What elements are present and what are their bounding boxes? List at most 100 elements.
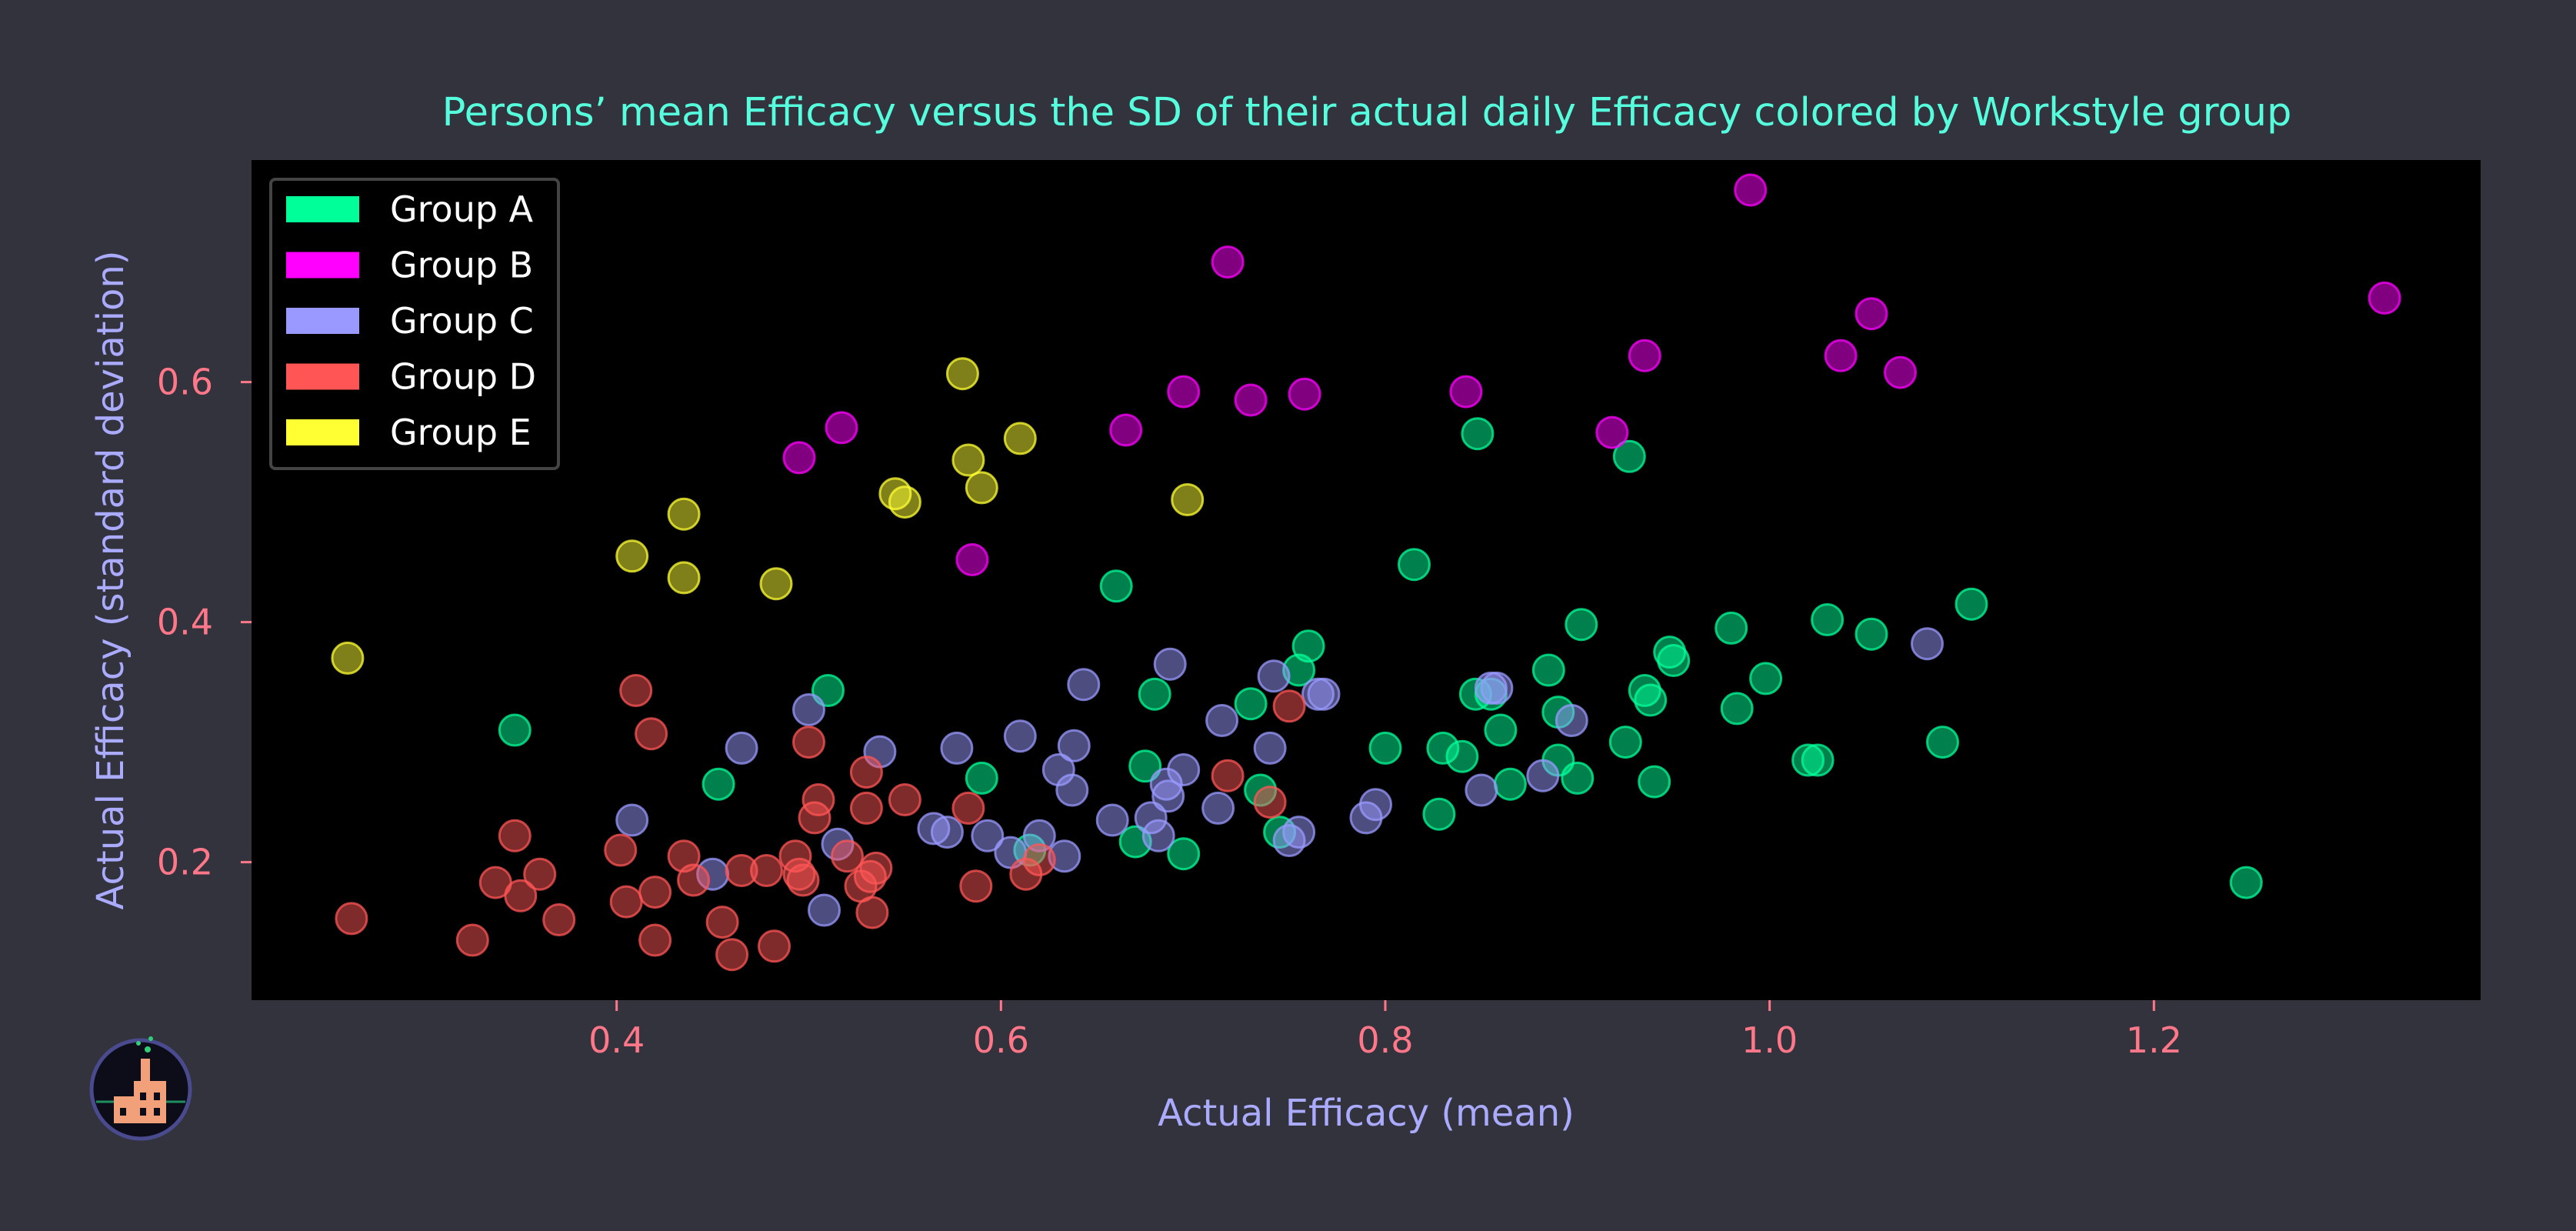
point-group-c-18 <box>1067 668 1101 702</box>
point-group-c-21 <box>1141 819 1175 852</box>
legend-label-group-d: Group D <box>390 356 536 398</box>
point-group-a-28 <box>1561 761 1595 795</box>
point-group-e-11 <box>1171 483 1205 516</box>
point-group-a-31 <box>1612 439 1646 473</box>
point-group-b-4 <box>1167 375 1201 409</box>
point-group-d-8 <box>609 885 643 919</box>
point-group-a-10 <box>1234 687 1268 721</box>
point-group-c-24 <box>1153 647 1187 681</box>
point-group-c-12 <box>1003 719 1037 753</box>
point-group-a-16 <box>1398 548 1431 582</box>
point-group-d-3 <box>498 819 532 852</box>
x-tick-label: 1.2 <box>2126 1019 2182 1061</box>
point-group-a-15 <box>1368 731 1402 765</box>
point-group-a-36 <box>1657 644 1691 677</box>
factory-logo <box>89 1036 192 1141</box>
point-group-a-39 <box>1749 662 1783 696</box>
point-group-a-9 <box>1167 837 1201 871</box>
point-group-c-28 <box>1253 731 1287 765</box>
point-group-a-24 <box>1493 767 1527 801</box>
point-group-d-35 <box>959 869 993 903</box>
legend: Group A Group B Group C Group D Group E <box>269 178 560 470</box>
legend-label-group-e: Group E <box>390 412 532 453</box>
point-group-e-1 <box>615 539 649 573</box>
point-group-d-15 <box>705 906 739 939</box>
point-group-c-41 <box>1911 627 1944 661</box>
point-group-d-39 <box>1253 786 1287 819</box>
x-tick-label: 0.6 <box>973 1019 1029 1061</box>
point-group-c-2 <box>725 731 758 765</box>
y-tick-label: 0.6 <box>157 362 213 403</box>
point-group-e-9 <box>965 471 998 505</box>
point-group-b-8 <box>1449 375 1483 409</box>
point-group-a-43 <box>1855 617 1888 651</box>
point-group-b-12 <box>1824 339 1858 372</box>
legend-swatch-group-e <box>286 419 359 445</box>
point-group-a-21 <box>1461 417 1495 451</box>
point-group-d-28 <box>849 756 883 789</box>
point-group-d-37 <box>1022 843 1056 876</box>
point-group-e-4 <box>759 567 793 601</box>
y-axis-label: Actual Efficacy (standard deviation) <box>89 251 132 910</box>
point-group-b-11 <box>1734 173 1768 207</box>
point-group-a-23 <box>1484 713 1518 747</box>
point-group-b-10 <box>1628 339 1661 372</box>
point-group-a-1 <box>701 767 735 801</box>
point-group-d-32 <box>859 851 893 885</box>
legend-swatch-group-d <box>286 363 359 390</box>
point-group-d-19 <box>758 929 791 963</box>
point-group-a-41 <box>1801 743 1835 777</box>
point-group-b-14 <box>1884 355 1917 389</box>
legend-swatch-group-a <box>286 196 359 222</box>
point-group-a-44 <box>1926 726 1959 759</box>
point-group-e-7 <box>945 357 979 391</box>
plot-area <box>252 160 2481 1000</box>
point-group-c-27 <box>1205 704 1239 737</box>
point-group-a-5 <box>1099 569 1133 603</box>
point-group-c-23 <box>1151 779 1185 813</box>
point-group-d-0 <box>335 902 368 936</box>
point-group-c-29 <box>1257 659 1291 693</box>
point-group-c-40 <box>1555 704 1588 737</box>
point-group-d-14 <box>677 863 711 897</box>
x-tick-label: 1.0 <box>1741 1019 1798 1061</box>
point-group-d-10 <box>635 717 668 751</box>
point-group-c-0 <box>615 803 649 837</box>
point-group-b-3 <box>1109 413 1143 447</box>
y-tick-label: 0.2 <box>157 842 213 883</box>
point-group-c-36 <box>1465 773 1498 807</box>
point-group-c-35 <box>1359 788 1392 822</box>
point-group-a-17 <box>1422 797 1456 831</box>
point-group-d-25 <box>801 783 835 816</box>
point-group-a-33 <box>1634 683 1668 717</box>
point-group-d-33 <box>888 783 921 816</box>
point-group-e-10 <box>1003 422 1037 455</box>
point-group-d-38 <box>1211 759 1245 792</box>
point-group-e-2 <box>667 497 701 531</box>
point-group-a-38 <box>1720 692 1754 726</box>
point-group-a-30 <box>1608 726 1642 759</box>
legend-swatch-group-b <box>286 252 359 279</box>
y-axis-ticks: 0.2 0.4 0.6 <box>157 362 252 883</box>
point-group-d-22 <box>786 863 820 897</box>
point-group-a-8 <box>1138 677 1171 711</box>
point-group-d-6 <box>542 903 576 936</box>
point-group-b-1 <box>825 411 858 445</box>
point-group-d-40 <box>1272 689 1306 723</box>
point-group-b-7 <box>1288 377 1321 411</box>
point-group-d-26 <box>831 839 864 873</box>
legend-swatch-group-c <box>286 308 359 334</box>
point-group-c-4 <box>808 893 841 927</box>
point-group-a-29 <box>1565 608 1598 642</box>
points-layer <box>331 173 2401 972</box>
point-group-a-19 <box>1445 739 1479 773</box>
point-group-a-42 <box>1811 603 1845 636</box>
point-group-a-37 <box>1715 611 1748 645</box>
point-group-e-6 <box>888 485 921 519</box>
point-group-d-5 <box>523 857 557 891</box>
point-group-a-46 <box>2229 866 2263 899</box>
point-group-e-8 <box>951 443 985 477</box>
point-group-c-33 <box>1307 677 1341 711</box>
point-group-b-2 <box>955 543 989 576</box>
point-group-b-5 <box>1211 245 1245 279</box>
